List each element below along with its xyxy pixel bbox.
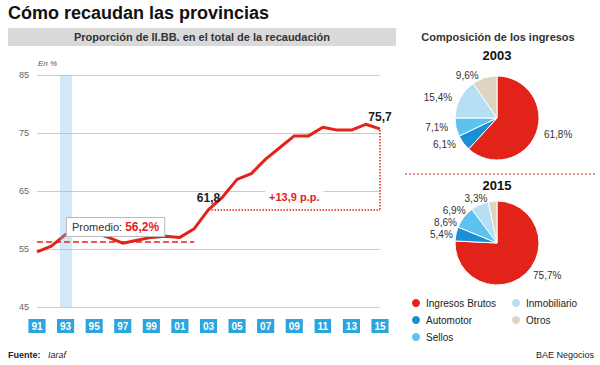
svg-text:2003: 2003: [483, 48, 512, 63]
svg-text:75,7: 75,7: [368, 110, 392, 124]
svg-text:55: 55: [19, 244, 29, 254]
svg-text:11: 11: [318, 321, 329, 332]
svg-text:2015: 2015: [483, 178, 512, 193]
svg-text:+13,9 p.p.: +13,9 p.p.: [269, 191, 319, 203]
svg-text:15: 15: [374, 321, 386, 332]
svg-text:75,7%: 75,7%: [533, 270, 561, 281]
svg-text:91: 91: [31, 321, 43, 332]
svg-text:Sellos: Sellos: [426, 332, 453, 343]
svg-text:05: 05: [232, 321, 244, 332]
svg-text:99: 99: [146, 321, 158, 332]
svg-text:09: 09: [289, 321, 301, 332]
svg-text:65: 65: [19, 186, 29, 196]
svg-text:6,9%: 6,9%: [443, 205, 466, 216]
svg-text:5,4%: 5,4%: [430, 229, 453, 240]
svg-text:93: 93: [60, 321, 72, 332]
svg-text:85: 85: [19, 70, 29, 80]
svg-text:Iaraf: Iaraf: [48, 350, 68, 360]
svg-text:95: 95: [89, 321, 101, 332]
svg-text:61,8%: 61,8%: [544, 129, 572, 140]
svg-text:97: 97: [117, 321, 129, 332]
svg-text:En %: En %: [38, 59, 57, 68]
svg-text:75: 75: [19, 128, 29, 138]
svg-text:9,6%: 9,6%: [456, 70, 479, 81]
svg-text:07: 07: [260, 321, 272, 332]
svg-text:15,4%: 15,4%: [424, 92, 452, 103]
svg-text:Cómo recaudan las provincias: Cómo recaudan las provincias: [8, 3, 269, 23]
svg-text:Inmobiliario: Inmobiliario: [526, 298, 578, 309]
svg-text:Composición de los ingresos: Composición de los ingresos: [421, 31, 574, 43]
svg-text:Promedio:: Promedio:: [72, 221, 125, 233]
svg-text:Otros: Otros: [526, 315, 550, 326]
svg-text:Ingresos Brutos: Ingresos Brutos: [426, 298, 496, 309]
svg-text:Proporción de II.BB. en el tot: Proporción de II.BB. en el total de la r…: [74, 31, 330, 43]
svg-text:7,1%: 7,1%: [425, 122, 448, 133]
svg-text:Automotor: Automotor: [426, 315, 473, 326]
svg-text:61,8: 61,8: [197, 191, 221, 205]
svg-text:13: 13: [346, 321, 358, 332]
svg-text:6,1%: 6,1%: [433, 139, 456, 150]
svg-text:BAE Negocios: BAE Negocios: [536, 350, 595, 360]
svg-text:3,3%: 3,3%: [465, 193, 488, 204]
svg-text:45: 45: [19, 302, 29, 312]
svg-text:Fuente:: Fuente:: [8, 350, 41, 360]
svg-text:03: 03: [203, 321, 215, 332]
svg-text:8,6%: 8,6%: [434, 217, 457, 228]
svg-text:56,2%: 56,2%: [125, 220, 159, 234]
svg-text:01: 01: [174, 321, 186, 332]
